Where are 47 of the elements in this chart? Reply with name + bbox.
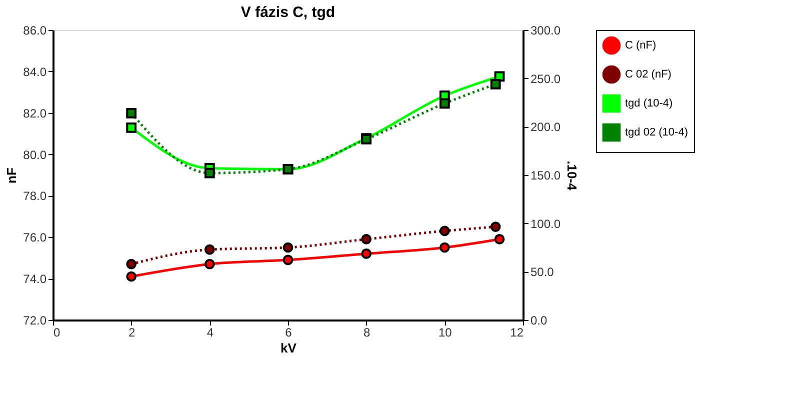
y-tick-label: 72.0 xyxy=(23,314,47,328)
point xyxy=(204,244,215,255)
point xyxy=(204,258,215,270)
point xyxy=(126,258,137,270)
legend-label: C (nF) xyxy=(625,40,656,52)
point xyxy=(439,226,450,236)
y2-axis-title: .10-4 xyxy=(564,160,580,192)
x-tick-label: 10 xyxy=(438,326,452,340)
x-tick-label: 2 xyxy=(128,326,136,340)
y-tick-label: 76.0 xyxy=(23,230,47,245)
y-tick-label: 84.0 xyxy=(23,64,47,79)
y2-tick-label: 300.0 xyxy=(530,24,561,38)
legend-label: C 02 (nF) xyxy=(625,68,672,80)
x-tick-label: 12 xyxy=(510,326,524,340)
y2-tick-label: 50.0 xyxy=(530,265,554,280)
x-tick-label: 0 xyxy=(54,326,60,340)
legend-label: tgd 02 (10-4) xyxy=(625,126,688,138)
y-tick-label: 82.0 xyxy=(23,106,47,120)
point xyxy=(361,248,372,259)
point xyxy=(282,242,294,253)
point xyxy=(282,254,294,266)
y2-tick-label: 200.0 xyxy=(530,120,561,134)
x-tick-label: 4 xyxy=(206,326,214,340)
chart-title: V fázis C, tgd xyxy=(240,4,336,21)
point xyxy=(494,234,505,244)
y2-tick-label: 100.0 xyxy=(530,216,561,231)
point xyxy=(204,168,215,178)
point xyxy=(126,122,137,133)
y2-tick-label: 250.0 xyxy=(530,72,561,86)
y2-tick-label: 150.0 xyxy=(530,168,561,182)
point xyxy=(361,234,372,244)
point xyxy=(490,222,501,232)
legend-label: tgd (10-4) xyxy=(625,98,673,110)
y-tick-label: 80.0 xyxy=(23,148,47,162)
point xyxy=(439,98,450,109)
point xyxy=(490,78,501,90)
y-axis-title: nF xyxy=(4,168,20,184)
x-tick-label: 8 xyxy=(363,326,370,340)
point xyxy=(126,108,137,118)
point xyxy=(126,271,137,282)
point xyxy=(439,242,450,253)
y2-tick-label: 0.0 xyxy=(530,314,548,328)
y-tick-label: 78.0 xyxy=(23,189,47,204)
x-tick-label: 6 xyxy=(285,326,292,340)
x-axis-title: kV xyxy=(280,340,297,356)
y-tick-label: 74.0 xyxy=(23,272,47,286)
y-tick-label: 86.0 xyxy=(23,24,47,38)
